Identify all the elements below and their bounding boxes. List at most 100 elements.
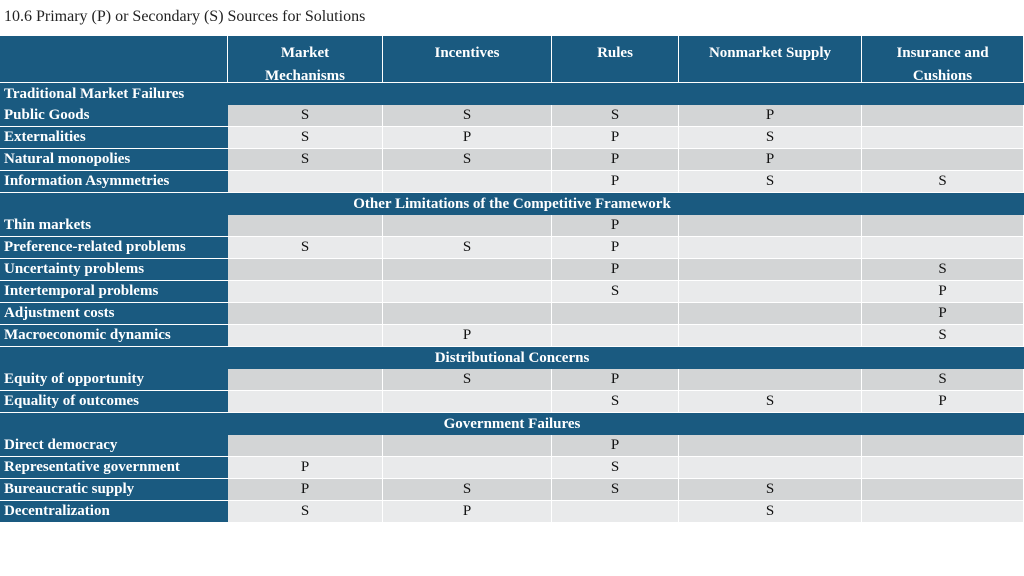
- table-row: Preference-related problems S S P: [0, 237, 1024, 259]
- row-label: Adjustment costs: [0, 303, 228, 325]
- column-header: Rules: [552, 36, 679, 82]
- column-header-label: Incentives: [434, 45, 500, 61]
- table-cell: S: [228, 105, 383, 127]
- table-cell: [228, 215, 383, 237]
- row-label: Externalities: [0, 127, 228, 149]
- table-cell: P: [552, 259, 679, 281]
- row-label: Uncertainty problems: [0, 259, 228, 281]
- table-cell: [383, 303, 552, 325]
- table-cell: [383, 457, 552, 479]
- row-label: Direct democracy: [0, 435, 228, 457]
- table-cell: P: [228, 479, 383, 501]
- section-header: Other Limitations of the Competitive Fra…: [0, 193, 1024, 216]
- row-label: Natural monopolies: [0, 149, 228, 171]
- table-cell: S: [552, 479, 679, 501]
- column-header: Incentives: [383, 36, 552, 82]
- table-cell: S: [552, 391, 679, 413]
- table-cell: [383, 259, 552, 281]
- row-label: Thin markets: [0, 215, 228, 237]
- column-header-label: Market: [280, 45, 330, 61]
- table-cell: [228, 391, 383, 413]
- table-cell: S: [679, 391, 862, 413]
- table-row: Macroeconomic dynamics P S: [0, 325, 1024, 347]
- table-cell: [228, 435, 383, 457]
- table-cell: P: [552, 369, 679, 391]
- section-header: Government Failures: [0, 413, 1024, 436]
- table-cell: [679, 457, 862, 479]
- table-cell: S: [679, 171, 862, 193]
- table-row: Bureaucratic supply P S S S: [0, 479, 1024, 501]
- column-header: Insurance and Cushions: [862, 36, 1024, 82]
- table-cell: [228, 325, 383, 347]
- page-title: 10.6 Primary (P) or Secondary (S) Source…: [4, 8, 366, 25]
- table-row: Thin markets P: [0, 215, 1024, 237]
- table-cell: [679, 281, 862, 303]
- table-cell: [862, 215, 1024, 237]
- row-label: Equality of outcomes: [0, 391, 228, 413]
- header-row: Market Mechanisms Incentives Rules Nonmarket…: [0, 36, 1024, 82]
- row-label: Preference-related problems: [0, 237, 228, 259]
- table-cell: P: [228, 457, 383, 479]
- table-cell: [862, 149, 1024, 171]
- table-cell: P: [552, 149, 679, 171]
- table-cell: P: [862, 391, 1024, 413]
- row-label: Public Goods: [0, 105, 228, 127]
- table-cell: S: [862, 171, 1024, 193]
- table-cell: [228, 369, 383, 391]
- table-cell: P: [679, 105, 862, 127]
- row-label: Macroeconomic dynamics: [0, 325, 228, 347]
- table-cell: S: [383, 369, 552, 391]
- table-row: Decentralization S P S: [0, 501, 1024, 523]
- table-cell: [679, 259, 862, 281]
- table-cell: P: [552, 237, 679, 259]
- table-row: Representative government P S: [0, 457, 1024, 479]
- table-cell: P: [383, 325, 552, 347]
- table-row: Information Asymmetries P S S: [0, 171, 1024, 193]
- table-cell: P: [383, 127, 552, 149]
- table-row: Adjustment costs P: [0, 303, 1024, 325]
- table-row: Intertemporal problems S P: [0, 281, 1024, 303]
- table-cell: [552, 303, 679, 325]
- column-header-label: Nonmarket Supply: [708, 45, 832, 61]
- table-cell: S: [383, 479, 552, 501]
- table-cell: S: [552, 457, 679, 479]
- table-cell: [228, 259, 383, 281]
- table-cell: [862, 105, 1024, 127]
- table-row: Equity of opportunity S P S: [0, 369, 1024, 391]
- table-row: Direct democracy P: [0, 435, 1024, 457]
- table-cell: S: [862, 259, 1024, 281]
- table-cell: P: [552, 215, 679, 237]
- row-label: Bureaucratic supply: [0, 479, 228, 501]
- section-title: Other Limitations of the Competitive Fra…: [353, 195, 671, 212]
- section-header: Distributional Concerns: [0, 347, 1024, 370]
- header-corner: [0, 36, 228, 82]
- table-cell: [679, 303, 862, 325]
- table-cell: S: [228, 237, 383, 259]
- column-header-label: Rules: [597, 45, 633, 61]
- row-label: Information Asymmetries: [0, 171, 228, 193]
- table-cell: P: [862, 281, 1024, 303]
- table-cell: S: [679, 479, 862, 501]
- table-cell: S: [383, 149, 552, 171]
- table-cell: [228, 303, 383, 325]
- table-row: Externalities S P P S: [0, 127, 1024, 149]
- table-cell: [383, 435, 552, 457]
- table-cell: S: [552, 281, 679, 303]
- row-label: Representative government: [0, 457, 228, 479]
- section-title: Traditional Market Failures: [4, 85, 185, 102]
- column-header-label: Cushions: [912, 68, 973, 82]
- table-cell: S: [679, 501, 862, 523]
- table-cell: [679, 435, 862, 457]
- table-cell: S: [679, 127, 862, 149]
- table-cell: P: [679, 149, 862, 171]
- row-label: Equity of opportunity: [0, 369, 228, 391]
- column-header: Nonmarket Supply: [679, 36, 862, 82]
- table-cell: P: [552, 127, 679, 149]
- table-cell: P: [552, 171, 679, 193]
- table-row: Public Goods S S S P: [0, 105, 1024, 127]
- table-cell: [862, 501, 1024, 523]
- table-cell: S: [862, 325, 1024, 347]
- table-cell: [552, 325, 679, 347]
- table-cell: S: [383, 237, 552, 259]
- table-row: Equality of outcomes S S P: [0, 391, 1024, 413]
